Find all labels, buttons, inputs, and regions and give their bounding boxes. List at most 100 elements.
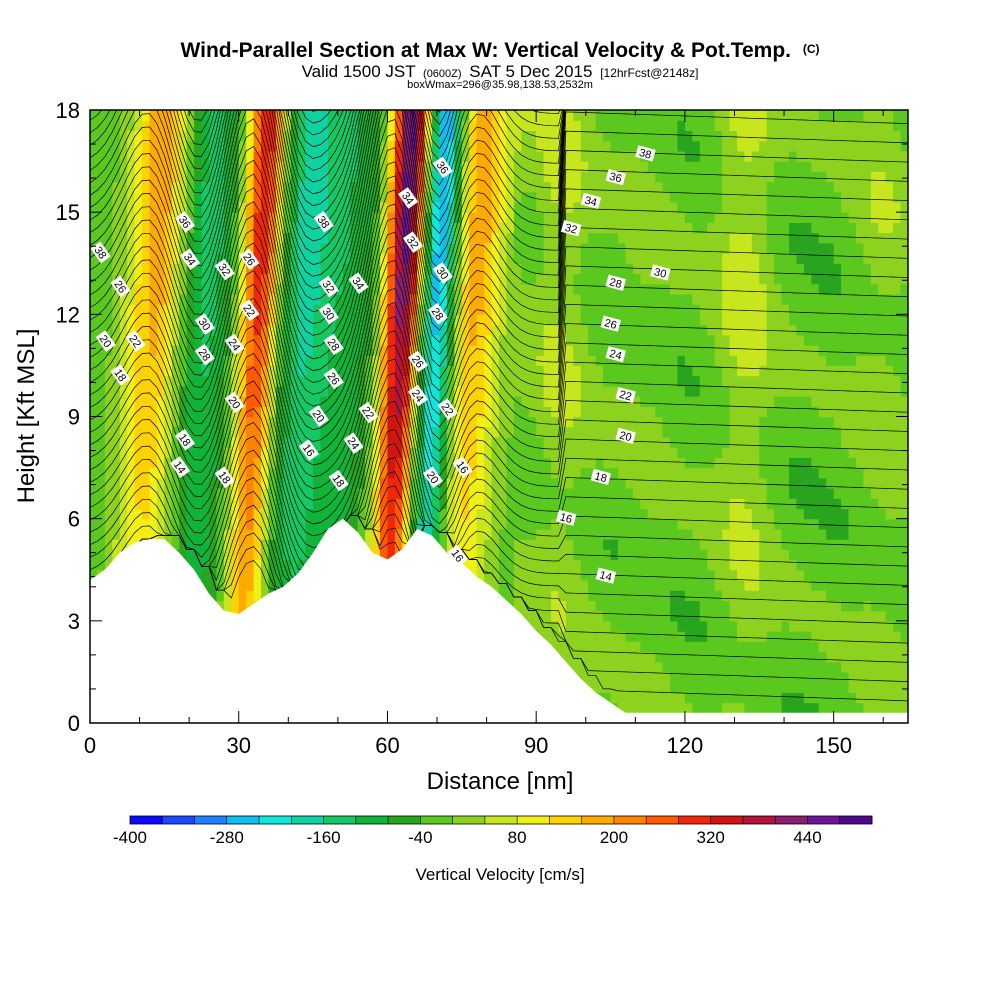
- velocity-cell: [677, 488, 686, 499]
- velocity-cell: [528, 120, 537, 132]
- velocity-cell: [595, 498, 604, 510]
- velocity-cell: [305, 518, 314, 530]
- velocity-cell: [253, 232, 262, 244]
- velocity-cell: [171, 447, 180, 458]
- velocity-cell: [261, 467, 270, 479]
- velocity-cell: [104, 406, 113, 418]
- velocity-cell: [632, 283, 641, 295]
- velocity-cell: [275, 222, 284, 234]
- velocity-cell: [246, 426, 255, 438]
- velocity-cell: [201, 150, 210, 162]
- velocity-cell: [394, 457, 403, 469]
- velocity-cell: [283, 140, 292, 152]
- velocity-cell: [588, 559, 597, 571]
- velocity-cell: [104, 539, 113, 550]
- velocity-cell: [104, 355, 113, 367]
- velocity-cell: [551, 559, 560, 571]
- velocity-cell: [119, 406, 128, 418]
- velocity-cell: [506, 569, 515, 581]
- velocity-cell: [350, 222, 359, 234]
- velocity-cell: [528, 191, 537, 203]
- velocity-cell: [632, 559, 641, 571]
- velocity-cell: [253, 539, 262, 550]
- velocity-cell: [231, 467, 240, 479]
- velocity-cell: [179, 293, 188, 305]
- velocity-cell: [632, 324, 641, 336]
- velocity-cell: [409, 447, 418, 458]
- velocity-cell: [499, 161, 508, 172]
- velocity-cell: [521, 263, 530, 275]
- velocity-cell: [127, 416, 136, 428]
- velocity-cell: [327, 426, 336, 438]
- velocity-cell: [179, 161, 188, 172]
- velocity-cell: [647, 222, 656, 234]
- velocity-cell: [476, 171, 485, 183]
- velocity-cell: [506, 253, 515, 264]
- velocity-cell: [484, 396, 493, 407]
- velocity-cell: [632, 631, 641, 642]
- velocity-cell: [216, 222, 225, 234]
- velocity-cell: [372, 324, 381, 336]
- velocity-cell: [387, 263, 396, 275]
- velocity-cell: [521, 293, 530, 305]
- velocity-cell: [625, 569, 634, 581]
- velocity-cell: [246, 467, 255, 479]
- velocity-cell: [699, 293, 708, 305]
- velocity-cell: [238, 150, 247, 162]
- velocity-cell: [617, 436, 627, 448]
- velocity-cell: [655, 314, 664, 326]
- velocity-cell: [565, 396, 574, 407]
- velocity-cell: [171, 324, 180, 336]
- velocity-cell: [632, 396, 641, 407]
- velocity-cell: [238, 488, 247, 499]
- velocity-cell: [469, 416, 478, 428]
- velocity-cell: [528, 171, 537, 183]
- velocity-cell: [112, 549, 121, 561]
- velocity-cell: [655, 457, 664, 469]
- velocity-cell: [536, 447, 545, 458]
- velocity-cell: [454, 447, 463, 458]
- velocity-cell: [655, 375, 664, 387]
- velocity-cell: [290, 406, 299, 418]
- velocity-cell: [499, 191, 508, 203]
- velocity-cell: [223, 314, 232, 326]
- velocity-cell: [417, 416, 426, 428]
- velocity-cell: [580, 559, 589, 571]
- velocity-cell: [380, 457, 389, 469]
- velocity-cell: [246, 344, 255, 356]
- velocity-cell: [647, 436, 656, 448]
- velocity-cell: [692, 263, 701, 275]
- velocity-cell: [387, 110, 396, 121]
- velocity-cell: [238, 539, 247, 550]
- velocity-cell: [513, 457, 522, 469]
- velocity-cell: [156, 130, 165, 142]
- velocity-cell: [275, 385, 284, 397]
- velocity-cell: [692, 120, 701, 132]
- velocity-cell: [253, 222, 262, 234]
- velocity-cell: [134, 201, 143, 213]
- velocity-cell: [387, 253, 396, 264]
- velocity-cell: [365, 120, 374, 132]
- velocity-cell: [662, 140, 671, 152]
- velocity-cell: [156, 518, 165, 530]
- velocity-cell: [670, 539, 679, 550]
- velocity-cell: [528, 436, 537, 448]
- velocity-cell: [119, 263, 128, 275]
- velocity-cell: [617, 600, 627, 612]
- velocity-cell: [402, 334, 411, 346]
- velocity-cell: [640, 375, 649, 387]
- velocity-cell: [275, 539, 284, 550]
- velocity-cell: [149, 212, 158, 223]
- velocity-cell: [208, 559, 218, 571]
- velocity-cell: [394, 253, 403, 264]
- velocity-cell: [499, 324, 508, 336]
- velocity-cell: [387, 161, 396, 172]
- velocity-cell: [380, 171, 389, 183]
- velocity-cell: [275, 201, 284, 213]
- velocity-cell: [461, 181, 470, 193]
- velocity-cell: [127, 365, 136, 377]
- velocity-cell: [528, 201, 537, 213]
- velocity-cell: [565, 651, 574, 663]
- velocity-cell: [610, 426, 619, 438]
- velocity-cell: [402, 385, 411, 397]
